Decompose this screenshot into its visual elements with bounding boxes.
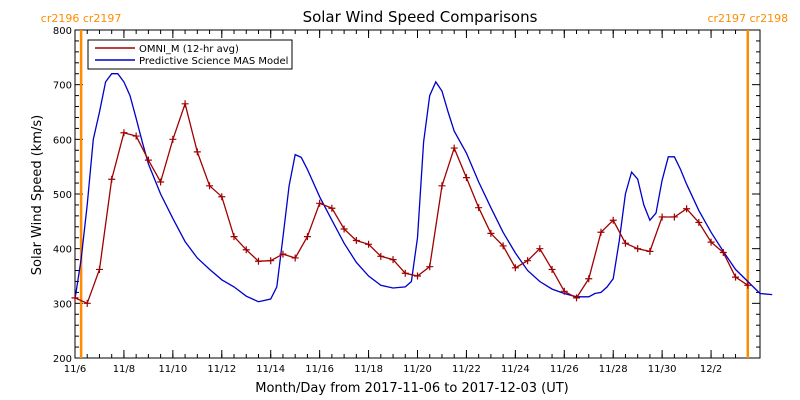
data-point: [414, 272, 421, 280]
series-layer: [71, 73, 773, 307]
data-point: [719, 248, 727, 256]
data-point: [377, 252, 385, 260]
x-tick-label: 12/2: [700, 364, 722, 375]
data-point: [206, 182, 214, 190]
y-tick-label: 600: [53, 135, 72, 146]
data-point: [193, 148, 201, 156]
x-axis-label: Month/Day from 2017-11-06 to 2017-12-03 …: [255, 381, 568, 396]
data-point: [536, 245, 544, 253]
x-tick-label: 11/22: [452, 364, 481, 375]
y-tick-label: 800: [53, 26, 72, 37]
data-point: [340, 225, 348, 233]
data-point: [475, 204, 483, 212]
data-point: [254, 257, 262, 265]
data-point: [389, 256, 397, 264]
data-point: [658, 213, 666, 221]
data-point: [218, 193, 226, 201]
y-tick-label: 400: [53, 245, 72, 256]
carrington-label: cr2196 cr2197: [41, 12, 122, 25]
data-point: [560, 287, 568, 295]
data-point: [499, 242, 507, 250]
data-point: [169, 135, 177, 143]
data-point: [548, 265, 556, 273]
x-tick-label: 11/10: [158, 364, 187, 375]
data-point: [744, 281, 752, 289]
y-tick-label: 300: [53, 299, 72, 310]
data-point: [524, 257, 532, 265]
x-tick-label: 11/30: [648, 364, 677, 375]
data-point: [71, 294, 79, 302]
x-tick-label: 11/18: [354, 364, 383, 375]
data-point: [511, 264, 519, 272]
data-point: [695, 218, 703, 226]
data-point: [328, 204, 336, 212]
y-tick-label: 500: [53, 190, 72, 201]
data-point: [670, 213, 678, 221]
data-point: [462, 174, 470, 182]
legend-label-omni: OMNI_M (12-hr avg): [139, 44, 239, 55]
data-point: [316, 199, 324, 207]
x-tick-label: 11/12: [207, 364, 236, 375]
y-tick-label: 200: [53, 354, 72, 365]
data-point: [303, 233, 311, 241]
data-point: [450, 144, 458, 152]
data-point: [181, 100, 189, 108]
data-point: [291, 254, 299, 262]
legend-box: [87, 39, 293, 70]
data-point: [365, 240, 373, 248]
x-tick-label: 11/6: [64, 364, 86, 375]
data-point: [609, 216, 617, 224]
x-tick-label: 11/26: [550, 364, 579, 375]
series-line-0: [74, 101, 749, 305]
data-point: [732, 273, 740, 281]
y-axis: 200 300 400 500 600 700 800: [53, 26, 760, 365]
y-axis-label: Solar Wind Speed (km/s): [30, 115, 45, 275]
data-point: [144, 156, 152, 164]
carrington-markers: cr2196 cr2197 cr2197 cr2198: [41, 12, 788, 358]
carrington-label: cr2197 cr2198: [707, 12, 788, 25]
data-point: [120, 129, 128, 137]
data-point: [426, 263, 434, 271]
data-point: [683, 205, 691, 213]
data-point: [95, 265, 103, 273]
data-point: [83, 299, 91, 307]
data-point: [230, 233, 238, 241]
data-point: [585, 275, 593, 283]
x-axis: 11/6 11/8 11/10 11/12 11/14 11/16 11/18 11/20 11…: [64, 30, 761, 375]
data-point: [242, 246, 250, 254]
data-point: [597, 228, 605, 236]
x-tick-label: 11/16: [305, 364, 334, 375]
x-tick-label: 11/20: [403, 364, 432, 375]
x-tick-label: 11/24: [501, 364, 530, 375]
data-point: [634, 245, 642, 253]
y-tick-label: 700: [53, 81, 72, 92]
data-point: [621, 239, 629, 247]
data-point: [707, 238, 715, 246]
data-point: [573, 294, 581, 302]
x-tick-label: 11/8: [113, 364, 135, 375]
data-point: [157, 178, 165, 186]
x-tick-label: 11/28: [599, 364, 628, 375]
data-point: [279, 250, 287, 258]
series-line-1: [74, 73, 773, 303]
data-point: [108, 175, 116, 183]
legend-label-mas: Predictive Science MAS Model: [139, 56, 288, 67]
data-point: [646, 247, 654, 255]
x-tick-label: 11/14: [256, 364, 285, 375]
chart-title: Solar Wind Speed Comparisons: [303, 8, 538, 26]
data-point: [132, 132, 140, 140]
data-point: [438, 182, 446, 190]
plot-area: [74, 29, 761, 359]
data-point: [401, 269, 409, 277]
data-point: [352, 236, 360, 244]
legend: OMNI_M (12-hr avg) Predictive Science MA…: [87, 39, 293, 70]
data-point: [267, 257, 275, 265]
data-point: [487, 229, 495, 237]
